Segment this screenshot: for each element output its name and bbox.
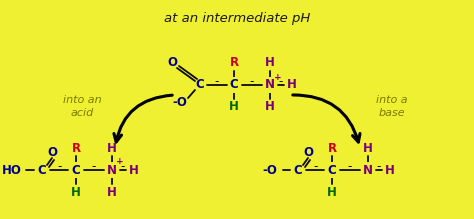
Text: -: - <box>377 161 381 173</box>
Text: C: C <box>328 164 337 177</box>
Text: into an: into an <box>63 95 101 105</box>
Text: -: - <box>314 161 318 173</box>
Text: into a: into a <box>376 95 408 105</box>
Text: N: N <box>107 164 117 177</box>
Text: N: N <box>363 164 373 177</box>
Text: -: - <box>348 161 352 173</box>
Text: O: O <box>303 145 313 159</box>
Text: +: + <box>116 157 124 166</box>
Text: R: R <box>229 57 238 69</box>
Text: C: C <box>293 164 302 177</box>
Text: H: H <box>327 185 337 198</box>
Text: O: O <box>167 57 177 69</box>
Text: -: - <box>92 161 96 173</box>
Text: H: H <box>287 78 297 92</box>
Text: C: C <box>72 164 81 177</box>
Text: +: + <box>274 72 282 81</box>
Text: acid: acid <box>70 108 94 118</box>
Text: H: H <box>229 101 239 113</box>
Text: -: - <box>58 161 62 173</box>
Text: H: H <box>107 185 117 198</box>
Text: N: N <box>265 78 275 92</box>
Text: base: base <box>379 108 405 118</box>
Text: H: H <box>107 141 117 154</box>
Text: -: - <box>250 76 254 88</box>
Text: R: R <box>328 141 337 154</box>
Text: -: - <box>121 161 125 173</box>
Text: -O: -O <box>263 164 277 177</box>
Text: -O: -O <box>173 97 187 110</box>
Text: C: C <box>196 78 204 92</box>
Text: H: H <box>265 101 275 113</box>
Text: H: H <box>129 164 139 177</box>
Text: C: C <box>37 164 46 177</box>
Text: H: H <box>363 141 373 154</box>
Text: R: R <box>72 141 81 154</box>
Text: -: - <box>279 76 283 88</box>
Text: H: H <box>71 185 81 198</box>
Text: HO: HO <box>2 164 22 177</box>
Text: C: C <box>229 78 238 92</box>
Text: at an intermediate pH: at an intermediate pH <box>164 12 310 25</box>
Text: -: - <box>215 76 219 88</box>
Text: H: H <box>265 57 275 69</box>
Text: H: H <box>385 164 395 177</box>
Text: O: O <box>47 145 57 159</box>
